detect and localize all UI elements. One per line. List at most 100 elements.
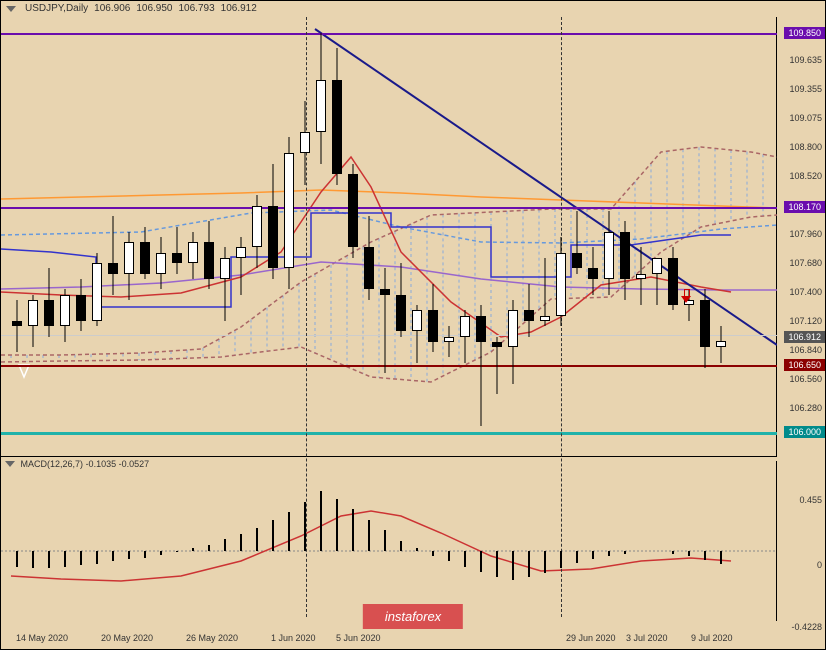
macd-histogram-bar: [304, 502, 306, 551]
candlestick[interactable]: [523, 17, 535, 457]
candlestick[interactable]: [379, 17, 391, 457]
macd-histogram-bar: [416, 548, 418, 551]
candlestick[interactable]: [491, 17, 503, 457]
candlestick[interactable]: [587, 17, 599, 457]
macd-histogram-bar: [352, 509, 354, 551]
y-axis-label: 109.355: [789, 84, 822, 94]
price-level-box: 108.170: [784, 201, 825, 213]
candlestick[interactable]: [603, 17, 615, 457]
candlestick[interactable]: [283, 17, 295, 457]
macd-histogram-bar: [208, 545, 210, 552]
x-axis-label: 9 Jul 2020: [691, 633, 733, 643]
macd-histogram-bar: [160, 551, 162, 555]
candlestick[interactable]: [571, 17, 583, 457]
macd-histogram-bar: [16, 551, 18, 567]
candlestick[interactable]: [315, 17, 327, 457]
x-axis-label: 5 Jun 2020: [336, 633, 381, 643]
price-level-box: 109.850: [784, 27, 825, 39]
candlestick[interactable]: [443, 17, 455, 457]
dropdown-icon[interactable]: [6, 6, 16, 12]
macd-histogram-bar: [224, 539, 226, 551]
candlestick[interactable]: [699, 17, 711, 457]
candlestick[interactable]: [107, 17, 119, 457]
macd-chart[interactable]: [1, 461, 777, 621]
y-axis-label: 106.280: [789, 403, 822, 413]
candlestick[interactable]: [139, 17, 151, 457]
x-axis-label: 14 May 2020: [16, 633, 68, 643]
candlestick[interactable]: [59, 17, 71, 457]
candlestick[interactable]: [651, 17, 663, 457]
macd-histogram-bar: [608, 551, 610, 556]
macd-y-label: 0.455: [799, 495, 822, 505]
candlestick[interactable]: [299, 17, 311, 457]
y-axis-label: 107.120: [789, 316, 822, 326]
candlestick[interactable]: [507, 17, 519, 457]
x-axis-label: 26 May 2020: [186, 633, 238, 643]
macd-y-label: 0: [817, 560, 822, 570]
symbol-label: USDJPY,Daily: [25, 3, 88, 14]
candlestick[interactable]: [91, 17, 103, 457]
candlestick[interactable]: [635, 17, 647, 457]
macd-histogram-bar: [128, 551, 130, 559]
candlestick[interactable]: [251, 17, 263, 457]
candlestick[interactable]: [11, 17, 23, 457]
y-axis-label: 108.520: [789, 171, 822, 181]
ohlc-o: 106.906: [94, 3, 130, 14]
x-axis: 14 May 202020 May 202026 May 20201 Jun 2…: [1, 633, 777, 647]
y-axis-label: 107.960: [789, 229, 822, 239]
candlestick[interactable]: [347, 17, 359, 457]
macd-histogram-bar: [192, 548, 194, 551]
candlestick[interactable]: [363, 17, 375, 457]
x-axis-label: 20 May 2020: [101, 633, 153, 643]
macd-histogram-bar: [464, 551, 466, 567]
candlestick[interactable]: [683, 17, 695, 457]
candlestick[interactable]: [187, 17, 199, 457]
candlestick[interactable]: [123, 17, 135, 457]
macd-histogram-bar: [80, 551, 82, 565]
title-bar: USDJPY,Daily 106.906 106.950 106.793 106…: [1, 1, 262, 16]
candlestick[interactable]: [667, 17, 679, 457]
price-level-box: 106.912: [784, 331, 825, 343]
candlestick[interactable]: [459, 17, 471, 457]
candlestick[interactable]: [331, 17, 343, 457]
macd-histogram-bar: [288, 512, 290, 551]
y-axis-label: 109.635: [789, 55, 822, 65]
macd-histogram-bar: [432, 551, 434, 556]
macd-histogram-bar: [32, 551, 34, 568]
macd-histogram-bar: [96, 551, 98, 564]
macd-histogram-bar: [176, 551, 178, 552]
candlestick[interactable]: [427, 17, 439, 457]
candlestick[interactable]: [555, 17, 567, 457]
macd-histogram-bar: [672, 551, 674, 554]
price-level-box: 106.650: [784, 359, 825, 371]
candlestick[interactable]: [411, 17, 423, 457]
candlestick[interactable]: [75, 17, 87, 457]
macd-histogram-bar: [256, 528, 258, 551]
candlestick[interactable]: [619, 17, 631, 457]
y-axis: 109.915109.635109.355109.075108.800108.5…: [775, 17, 825, 619]
candlestick[interactable]: [171, 17, 183, 457]
candlestick[interactable]: [219, 17, 231, 457]
candlestick[interactable]: [43, 17, 55, 457]
macd-histogram-bar: [576, 551, 578, 563]
candlestick[interactable]: [475, 17, 487, 457]
candlestick[interactable]: [203, 17, 215, 457]
macd-histogram-bar: [704, 551, 706, 560]
macd-histogram-bar: [560, 551, 562, 568]
candlestick[interactable]: [395, 17, 407, 457]
candlestick[interactable]: [267, 17, 279, 457]
macd-histogram-bar: [336, 499, 338, 551]
candlestick[interactable]: [715, 17, 727, 457]
x-axis-label: 3 Jul 2020: [626, 633, 668, 643]
macd-histogram-bar: [144, 551, 146, 558]
macd-histogram-bar: [48, 551, 50, 568]
candlestick[interactable]: [155, 17, 167, 457]
macd-histogram-bar: [64, 551, 66, 567]
macd-svg: [1, 461, 777, 621]
candlestick[interactable]: [27, 17, 39, 457]
x-axis-label: 29 Jun 2020: [566, 633, 616, 643]
candlestick[interactable]: [539, 17, 551, 457]
ohlc-c: 106.912: [221, 3, 257, 14]
macd-histogram-bar: [112, 551, 114, 561]
candlestick[interactable]: [235, 17, 247, 457]
